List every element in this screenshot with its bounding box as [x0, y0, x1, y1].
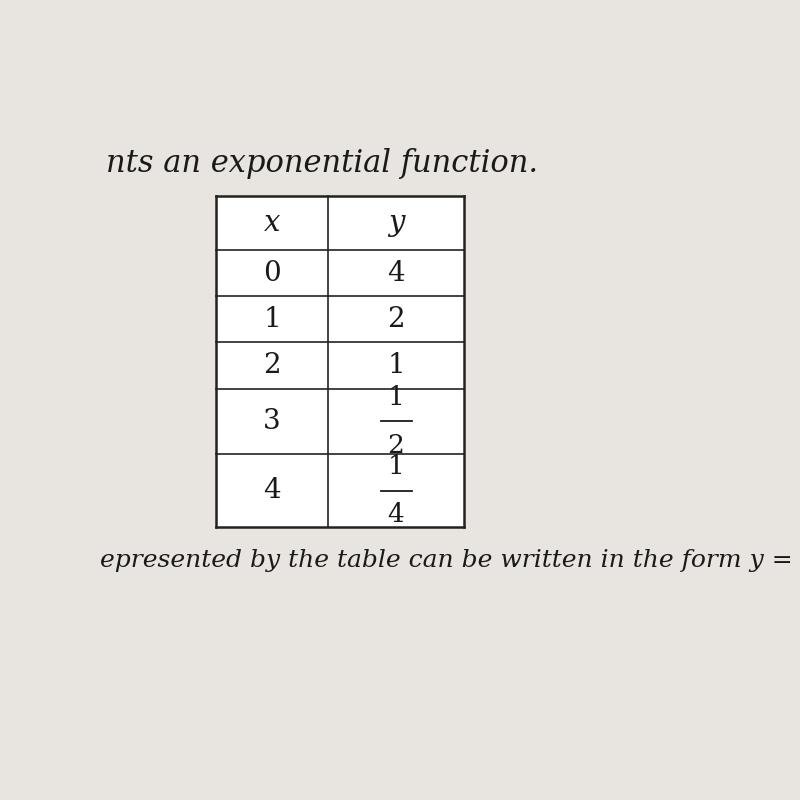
Text: 3: 3 [263, 408, 281, 435]
Text: 2: 2 [387, 306, 405, 333]
Text: epresented by the table can be written in the form y =: epresented by the table can be written i… [100, 549, 793, 572]
Text: 2: 2 [388, 433, 405, 458]
Text: 1: 1 [263, 306, 281, 333]
Text: 1: 1 [388, 385, 405, 410]
Text: nts an exponential function.: nts an exponential function. [106, 148, 538, 179]
Bar [216, 196, 464, 527]
Text: 4: 4 [387, 259, 405, 286]
Text: y: y [388, 209, 404, 237]
Text: x: x [264, 209, 280, 237]
Text: 1: 1 [387, 352, 405, 379]
Text: 2: 2 [263, 352, 281, 379]
Text: 4: 4 [263, 477, 281, 504]
Text: 1: 1 [388, 454, 405, 479]
Text: 4: 4 [388, 502, 405, 527]
Text: 0: 0 [263, 259, 281, 286]
